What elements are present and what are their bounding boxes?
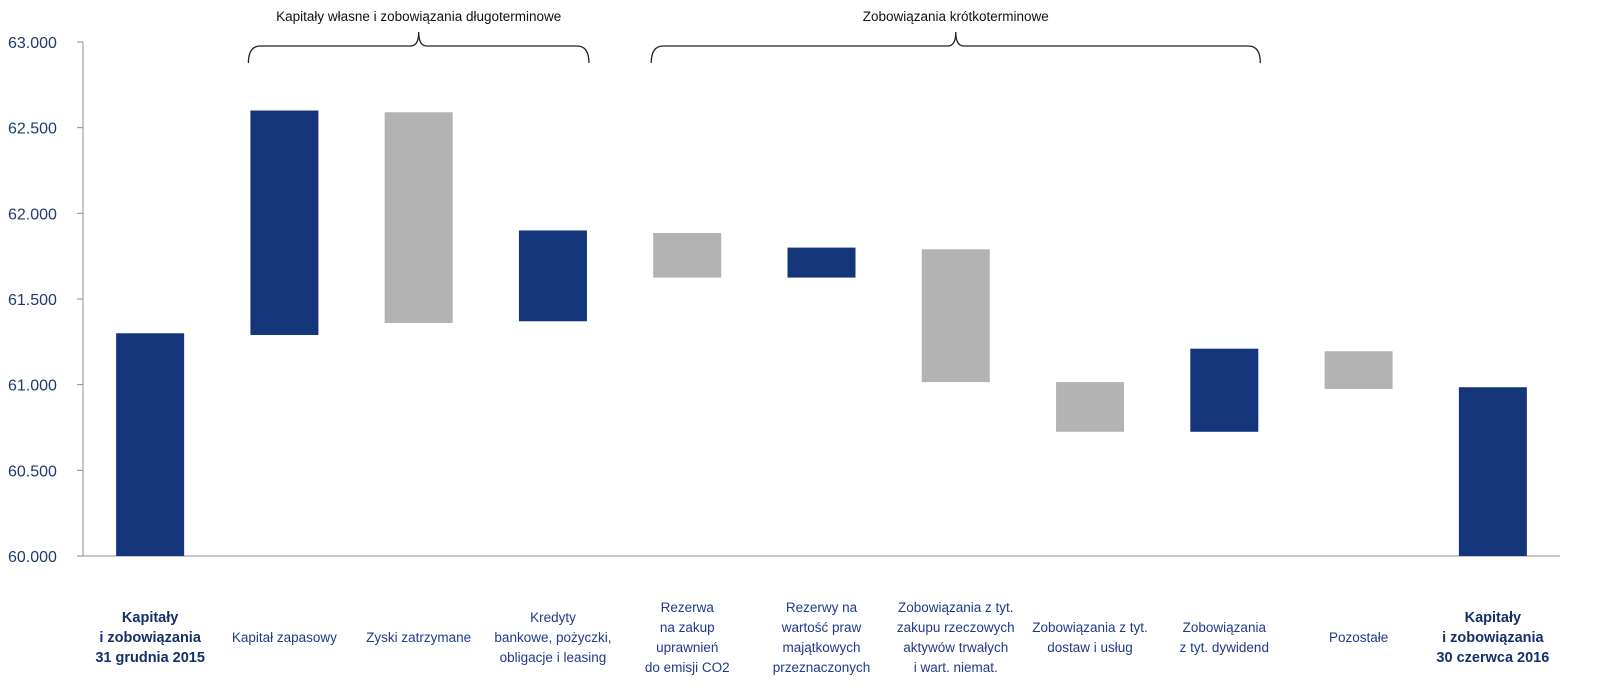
y-tick-label: 63.000: [8, 35, 57, 52]
y-tick-label: 61.500: [8, 292, 57, 309]
waterfall-bar-decrease: [384, 112, 453, 323]
category-label: Zyski zatrzymane: [366, 630, 471, 645]
bars: [116, 110, 1527, 556]
y-tick-label: 60.000: [8, 549, 57, 566]
category-label: Zobowiązania z tyt. zakupu rzeczowych akty…: [897, 600, 1015, 675]
category-label: Rezerwy na wartość praw majątkowych przezna…: [773, 600, 871, 675]
y-tick-label: 62.500: [8, 121, 57, 138]
group-brace: [247, 31, 590, 64]
y-tick-label: 61.000: [8, 378, 57, 395]
axes: 60.000 60.500 61.000 61.500 62.000 62.500 63.0…: [8, 35, 1560, 566]
y-tick-label: 62.000: [8, 206, 57, 223]
waterfall-bar-decrease: [921, 249, 990, 383]
category-label: Zobowiązania z tyt. dostaw i usług: [1032, 620, 1148, 655]
group-brace: [650, 31, 1261, 64]
waterfall-bar-increase: [518, 230, 587, 322]
waterfall-bar-decrease: [1324, 351, 1393, 389]
category-label: Kapitały i zobowiązania 30 czerwca 2016: [1436, 610, 1549, 666]
waterfall-bar-decrease: [653, 233, 722, 278]
waterfall-bar-increase: [1190, 348, 1259, 432]
waterfall-bar-increase: [250, 110, 319, 335]
category-label: Kapitały i zobowiązania 31 grudnia 2015: [95, 610, 205, 666]
category-label: Zobowiązania z tyt. dywidend: [1180, 620, 1269, 655]
waterfall-bar-total: [1458, 387, 1527, 556]
category-label: Pozostałe: [1329, 630, 1388, 645]
y-tick-label: 60.500: [8, 463, 57, 480]
group-label: Zobowiązania krótkoterminowe: [863, 9, 1049, 24]
waterfall-bar-decrease: [1056, 382, 1125, 432]
category-label: Rezerwa na zakup uprawnień do emisji CO2: [645, 600, 730, 675]
group-braces: Kapitały własne i zobowiązania długoterm…: [247, 9, 1261, 64]
waterfall-bar-total: [116, 333, 185, 556]
waterfall-bar-increase: [787, 247, 856, 278]
category-label: Kredyty bankowe, pożyczki, obligacje i lea…: [494, 610, 611, 665]
group-label: Kapitały własne i zobowiązania długoterm…: [276, 9, 561, 24]
category-labels: Kapitały i zobowiązania 31 grudnia 2015 Kap…: [95, 600, 1549, 675]
category-label: Kapitał zapasowy: [232, 630, 337, 645]
